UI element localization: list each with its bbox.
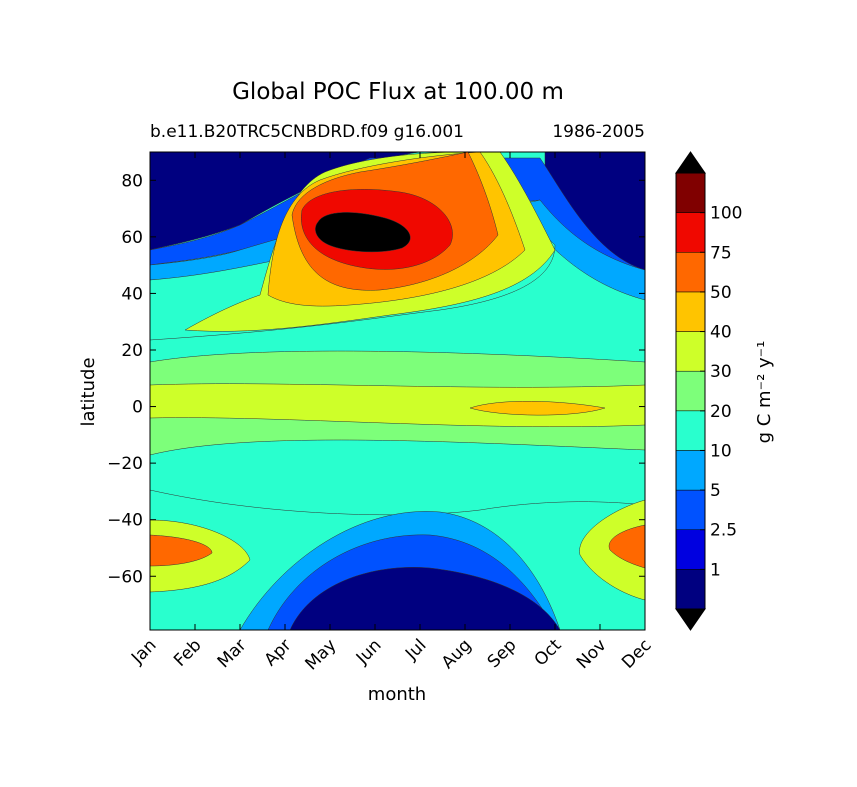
x-tick-label: Jan [127, 635, 160, 668]
colorbar-segment [675, 291, 706, 332]
chart-title: Global POC Flux at 100.00 m [232, 79, 564, 105]
x-tick-label: Oct [531, 635, 566, 670]
region-south-summer-bloom-dec-core [608, 524, 645, 569]
plot-area [150, 152, 645, 630]
colorbar-under-arrow [675, 608, 706, 631]
colorbar-tick-label: 40 [710, 323, 732, 343]
x-tick-label: Nov [573, 635, 611, 673]
x-tick-label: Aug [438, 635, 476, 673]
region-north-bloom-max [315, 212, 411, 253]
y-axis: 80 60 40 20 0 −20 −40 −60 [107, 171, 645, 587]
x-tick-label: May [302, 635, 341, 674]
chart-subtitle-left: b.e11.B20TRC5CNBDRD.f09 g16.001 [150, 122, 464, 142]
x-tick-label: Apr [261, 635, 296, 670]
y-tick-label: −20 [107, 454, 143, 474]
x-tick-label: Jun [352, 635, 386, 669]
colorbar-label: g C m⁻² y⁻¹ [754, 341, 775, 444]
colorbar-segment [675, 489, 706, 530]
y-axis-label: latitude [78, 357, 99, 426]
x-tick-label: Mar [214, 635, 251, 672]
y-tick-label: 80 [121, 171, 143, 191]
region-antarctic-winter [289, 567, 561, 630]
y-tick-label: 40 [121, 284, 143, 304]
x-tick-label: Jul [401, 635, 430, 664]
colorbar: 1 2.5 5 10 20 30 40 50 75 100 [675, 151, 742, 631]
x-axis-label: month [368, 684, 426, 705]
colorbar-over-arrow [675, 151, 706, 174]
y-tick-label: −60 [107, 567, 143, 587]
region-equatorial-band [150, 383, 645, 427]
x-tick-label: Dec [618, 635, 655, 672]
y-tick-label: 0 [132, 398, 143, 418]
region-equatorial-peak [469, 401, 606, 416]
region-south-summer-bloom-jan-core [150, 534, 213, 567]
colorbar-segment [675, 212, 706, 253]
colorbar-tick-label: 50 [710, 283, 732, 303]
colorbar-tick-label: 5 [710, 481, 721, 501]
colorbar-segment [675, 529, 706, 570]
y-tick-label: −40 [107, 511, 143, 531]
plot-frame [149, 151, 646, 631]
colorbar-tick-label: 75 [710, 243, 732, 263]
colorbar-tick-label: 100 [710, 204, 742, 224]
x-tick-label: Feb [170, 635, 205, 670]
chart-subtitle-right: 1986-2005 [552, 122, 645, 142]
colorbar-segment [675, 450, 706, 491]
colorbar-segment [675, 172, 706, 213]
colorbar-segment [675, 569, 706, 610]
colorbar-segment [675, 410, 706, 451]
colorbar-tick-label: 10 [710, 441, 732, 461]
colorbar-tick-label: 2.5 [710, 521, 737, 541]
x-tick-label: Sep [484, 635, 521, 672]
y-tick-label: 60 [121, 228, 143, 248]
colorbar-tick-label: 20 [710, 402, 732, 422]
colorbar-segment [675, 252, 706, 293]
colorbar-segment [675, 331, 706, 372]
colorbar-segment [675, 370, 706, 412]
colorbar-tick-label: 30 [710, 362, 732, 382]
colorbar-frame [675, 172, 706, 610]
y-tick-label: 20 [121, 341, 143, 361]
colorbar-tick-label: 1 [710, 560, 721, 580]
